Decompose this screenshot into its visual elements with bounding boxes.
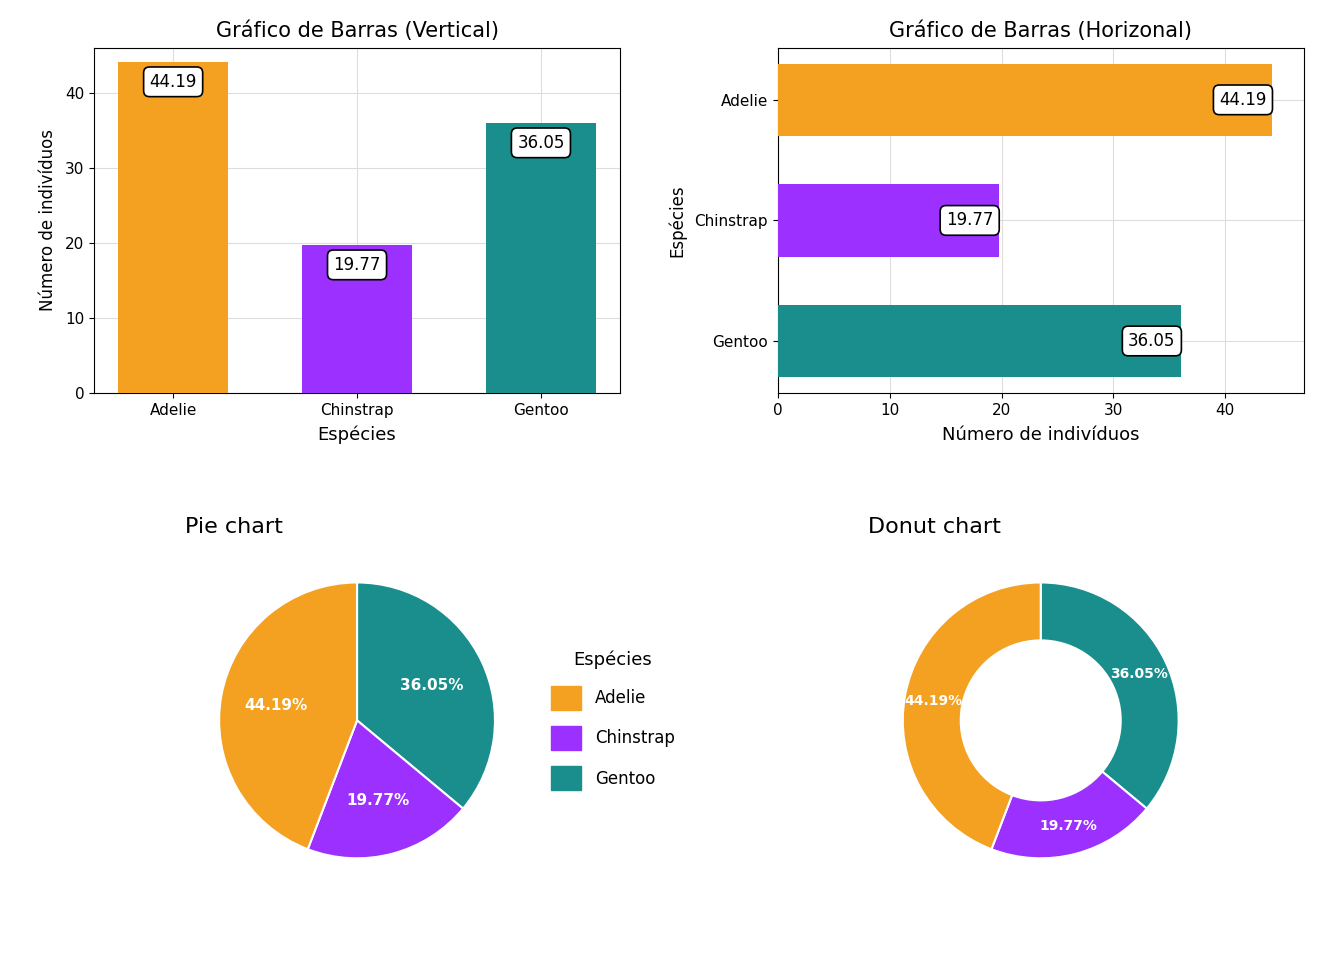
Wedge shape [308, 720, 464, 858]
Wedge shape [903, 583, 1040, 850]
X-axis label: Espécies: Espécies [317, 426, 396, 444]
Text: 36.05: 36.05 [1128, 332, 1176, 350]
Text: 36.05: 36.05 [517, 133, 564, 152]
Text: 44.19%: 44.19% [905, 693, 962, 708]
Text: 36.05%: 36.05% [401, 678, 464, 693]
Bar [485, 123, 597, 393]
Title: Gráfico de Barras (Vertical): Gráfico de Barras (Vertical) [215, 20, 499, 41]
Y-axis label: Número de indivíduos: Número de indivíduos [39, 130, 56, 311]
Text: 44.19: 44.19 [1219, 91, 1266, 108]
Bar [778, 184, 999, 256]
Wedge shape [1040, 583, 1179, 808]
Text: 36.05%: 36.05% [1110, 667, 1168, 682]
X-axis label: Número de indivíduos: Número de indivíduos [942, 426, 1140, 444]
Text: Donut chart: Donut chart [868, 516, 1001, 537]
Text: 44.19: 44.19 [149, 73, 196, 91]
Legend: Adelie, Chinstrap, Gentoo: Adelie, Chinstrap, Gentoo [544, 644, 681, 797]
Title: Gráfico de Barras (Horizonal): Gráfico de Barras (Horizonal) [890, 20, 1192, 41]
Text: 19.77%: 19.77% [1039, 819, 1097, 833]
Text: 19.77: 19.77 [946, 211, 993, 229]
Wedge shape [992, 772, 1146, 858]
Wedge shape [219, 583, 358, 850]
Text: 44.19%: 44.19% [245, 698, 308, 713]
Text: 19.77%: 19.77% [347, 793, 410, 808]
Bar [778, 305, 1181, 377]
Wedge shape [358, 583, 495, 808]
Bar [302, 245, 413, 393]
Bar [118, 61, 228, 393]
Text: Pie chart: Pie chart [184, 516, 282, 537]
Y-axis label: Espécies: Espécies [668, 184, 685, 256]
Bar [778, 63, 1273, 136]
Text: 19.77: 19.77 [333, 256, 380, 274]
